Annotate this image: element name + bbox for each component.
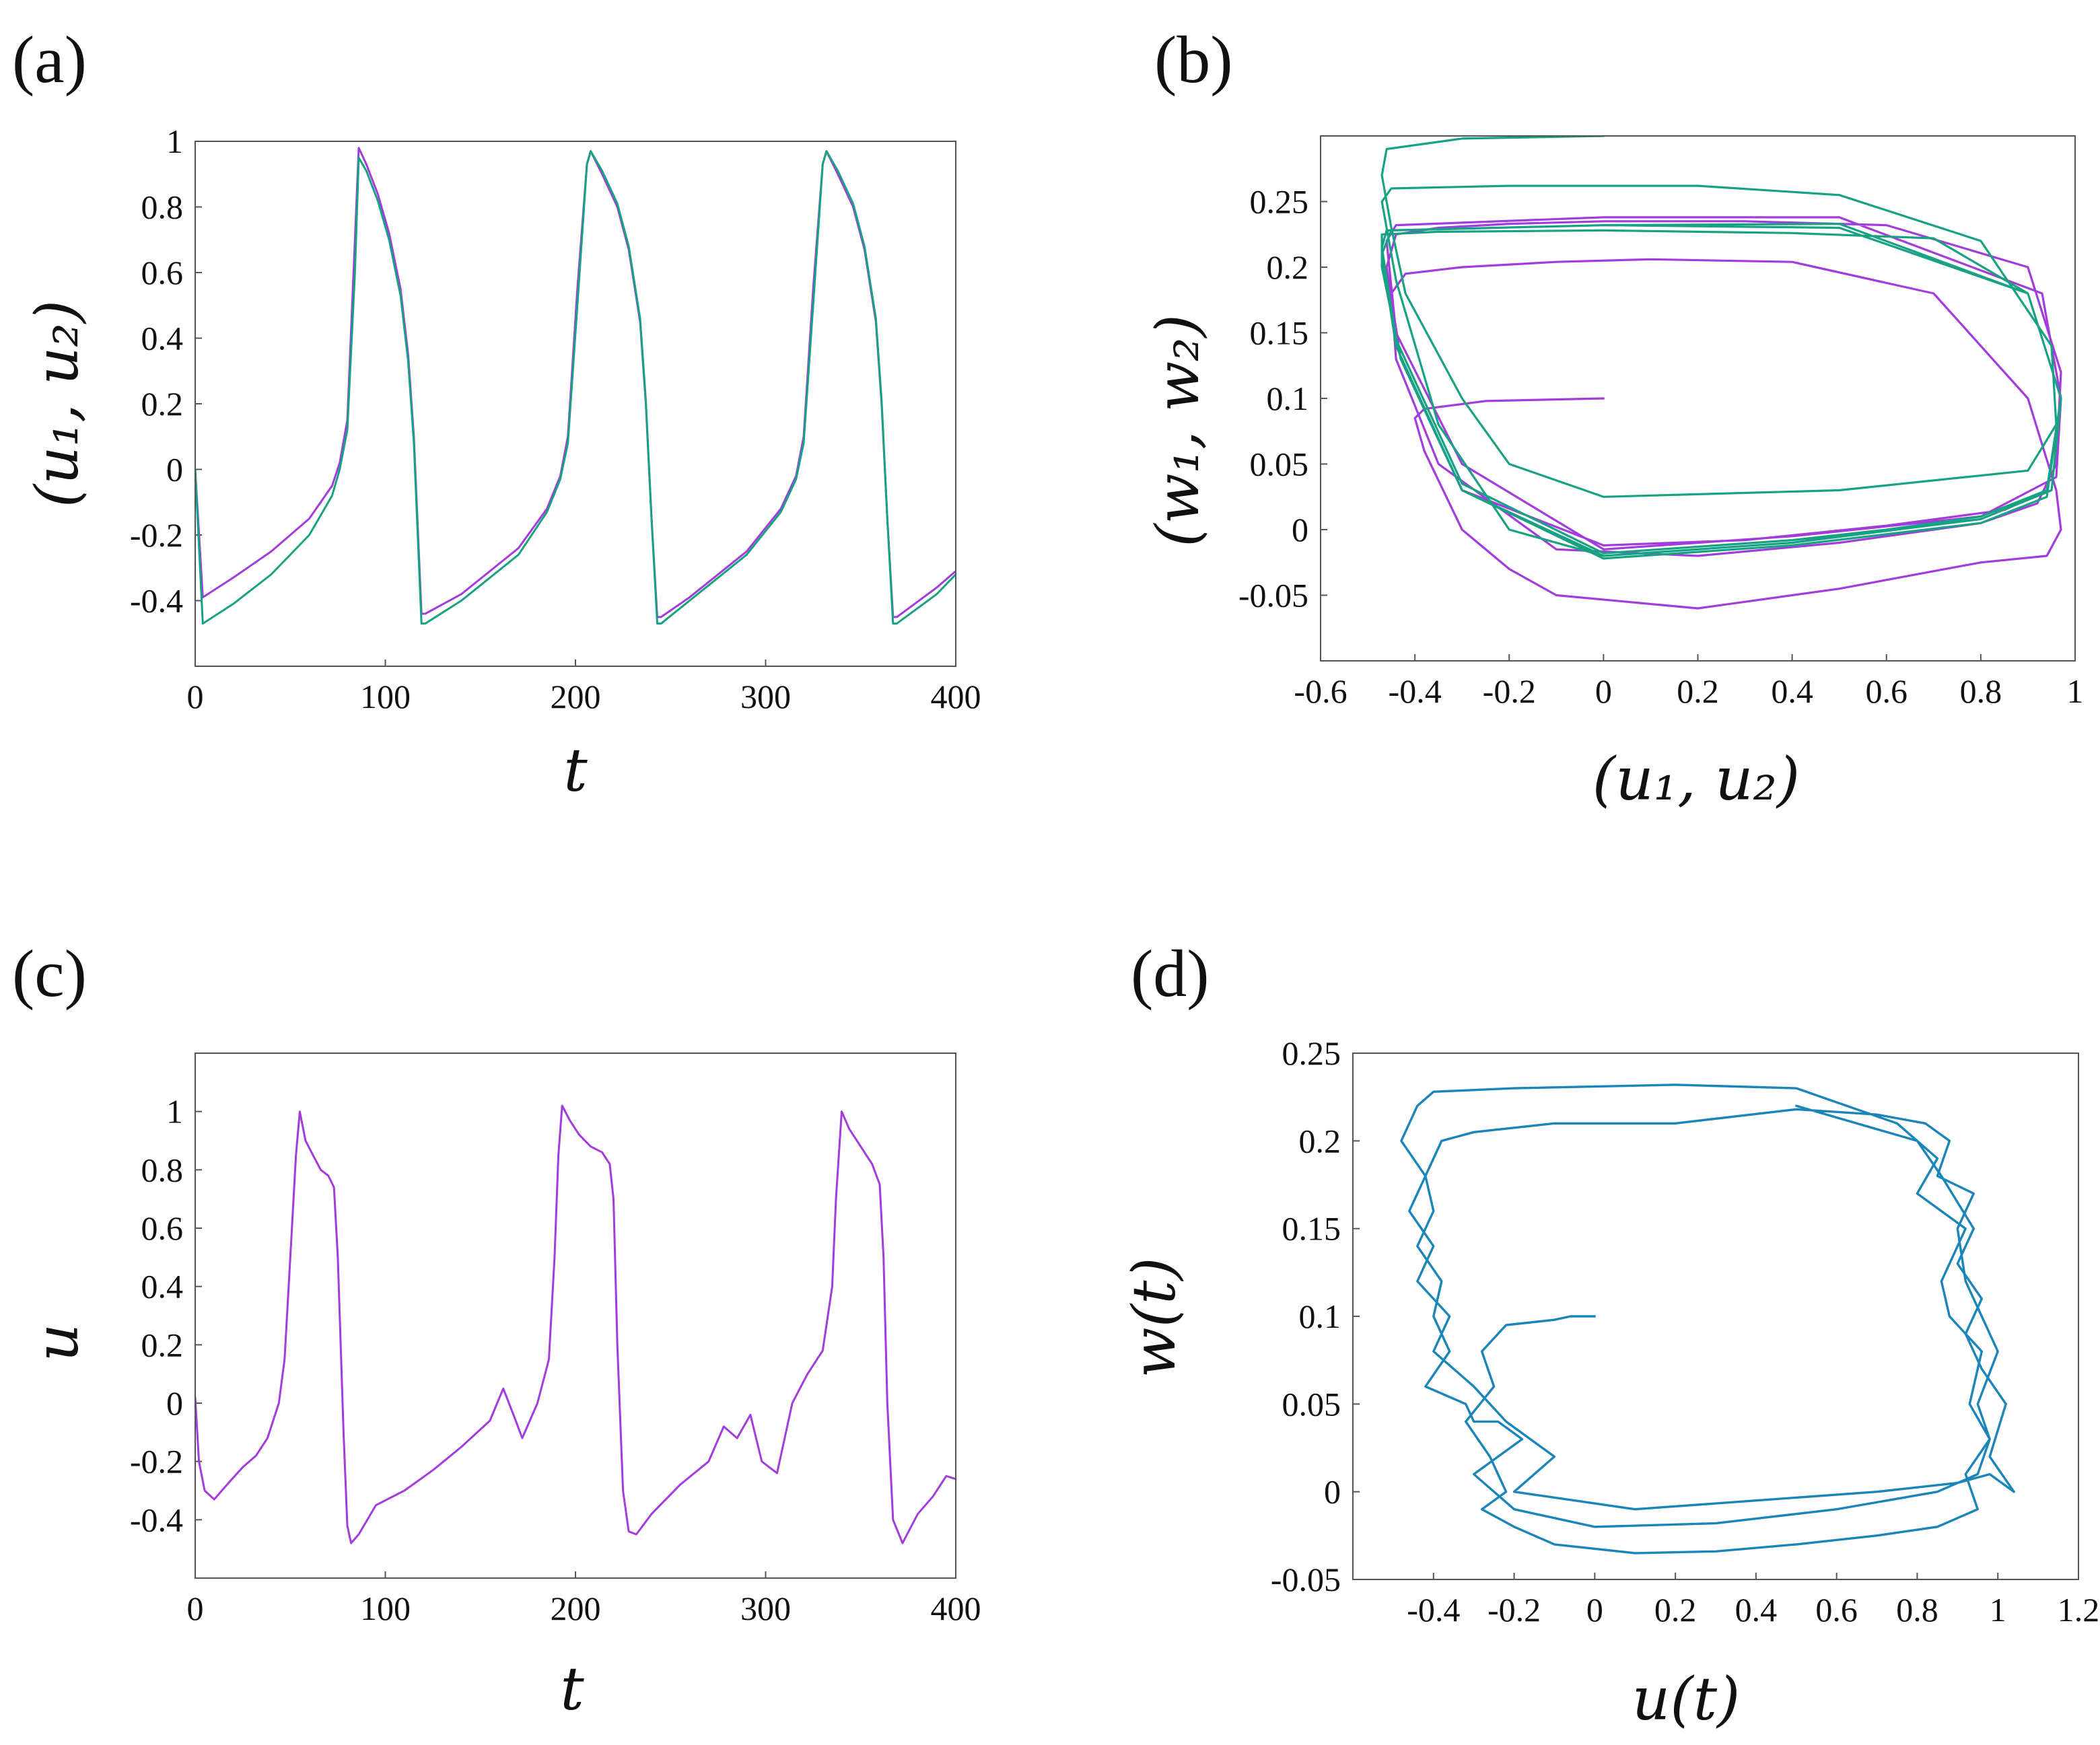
panel-c-frame (195, 1053, 956, 1579)
panel-a-xtick-label: 300 (740, 678, 791, 715)
panel-d-xtick-label: 0.8 (1896, 1591, 1938, 1629)
panel-d-xtick-label: 0.2 (1654, 1591, 1697, 1629)
panel-a: (a) t (u₁, u₂) 0 100 200 300 400 1 0.8 0.6 0.4 0.… (12, 22, 981, 805)
panel-b-ytick-label: 0.2 (1267, 248, 1309, 286)
panel-a-xtick-label: 100 (360, 678, 411, 715)
panel-c-xtick-label: 300 (740, 1590, 791, 1627)
panel-b-xlabel: (u₁, u₂) (1593, 744, 1800, 814)
panel-b-ylabel: (w₁, w₂) (1143, 314, 1212, 547)
panel-d-ytick-label: 0.05 (1282, 1385, 1341, 1423)
panel-b-ytick-label: 0.05 (1250, 446, 1309, 483)
panel-a-ytick-label: -0.2 (130, 516, 183, 554)
panel-a-ytick-label: -0.4 (130, 582, 183, 620)
panel-b-series-w1-vs-u1 (1385, 216, 2062, 610)
panel-b-ytick-label: 0.15 (1250, 314, 1309, 352)
panel-b-ytick-label: -0.05 (1238, 577, 1308, 614)
panel-c-ytick-label: -0.2 (130, 1443, 183, 1481)
panel-c-ytick-label: 0.8 (141, 1151, 184, 1188)
panel-c-ytick-label: 0.6 (141, 1209, 184, 1247)
panel-b-frame (1320, 135, 2076, 662)
panel-b-xtick-label: -0.6 (1294, 672, 1347, 710)
panel-a-xlabel: t (563, 736, 588, 805)
panel-c-xtick-label: 100 (360, 1590, 411, 1627)
panel-c-ytick-label: 0.2 (141, 1326, 184, 1363)
panel-d-series-w-vs-u (1400, 1083, 2015, 1555)
panel-a-xtick-label: 0 (187, 678, 204, 715)
panel-c-ytick-label: 1 (166, 1093, 183, 1131)
panel-d-ytick-label: -0.05 (1271, 1561, 1341, 1598)
panel-c-ytick-label: 0.4 (141, 1268, 184, 1306)
panel-b-xtick-label: -0.4 (1389, 672, 1442, 710)
panel-c-label: (c) (12, 936, 87, 1011)
panel-b-xtick-label: -0.2 (1483, 672, 1536, 710)
panel-c-xlabel: t (560, 1654, 584, 1723)
panel-d-ytick-label: 0.25 (1282, 1034, 1341, 1072)
panel-b-label: (b) (1154, 22, 1233, 97)
panel-c-ytick-label: -0.4 (130, 1501, 183, 1538)
panel-d-frame (1352, 1053, 2079, 1580)
panel-a-xtick-label: 400 (931, 678, 981, 715)
panel-a-label: (a) (12, 22, 87, 97)
panel-d-ylabel: w(t) (1119, 1257, 1189, 1378)
panel-d-xtick-label: 1 (1990, 1591, 2006, 1629)
panel-c-xtick-label: 0 (187, 1590, 204, 1627)
panel-d-ytick-label: 0.15 (1282, 1210, 1341, 1248)
panel-d: (d) u(t) w(t) -0.4 -0.2 0 0.2 0.4 0.6 0.8 1 1.2 0… (1119, 936, 2099, 1734)
panel-d-xtick-label: 1.2 (2058, 1591, 2100, 1629)
panel-c-series-u (196, 1104, 955, 1544)
panel-d-ytick-label: 0.1 (1299, 1297, 1341, 1335)
panel-d-xlabel: u(t) (1632, 1664, 1741, 1734)
panel-a-ytick-label: 0.2 (141, 385, 184, 423)
panel-d-xtick-label: 0 (1586, 1591, 1603, 1629)
panel-d-ytick-label: 0 (1324, 1473, 1341, 1511)
panel-b-xtick-label: 0.4 (1771, 672, 1813, 710)
panel-d-xtick-label: 0.6 (1815, 1591, 1858, 1629)
panel-c-xtick-label: 200 (551, 1590, 601, 1627)
panel-a-xtick-label: 200 (551, 678, 601, 715)
panel-a-ytick-label: 1 (166, 122, 183, 160)
panel-b-xtick-label: 0.8 (1960, 672, 2002, 710)
panel-a-ytick-label: 0.8 (141, 188, 184, 226)
panel-d-xtick-label: 0.4 (1735, 1591, 1778, 1629)
panel-c-xtick-label: 400 (931, 1590, 981, 1627)
panel-a-ytick-label: 0.6 (141, 254, 184, 291)
panel-b-xtick-label: 0.6 (1866, 672, 1908, 710)
panel-a-ytick-label: 0.4 (141, 320, 184, 357)
panel-b-xtick-label: 1 (2067, 672, 2084, 710)
panel-d-xtick-label: -0.2 (1488, 1591, 1541, 1629)
panel-d-label: (d) (1131, 936, 1210, 1011)
panel-b-xtick-label: 0.2 (1677, 672, 1719, 710)
panel-b: (b) (u₁, u₂) (w₁, w₂) -0.6 -0.4 -0.2 0 0.2 0.… (1143, 22, 2084, 814)
panel-a-frame (195, 141, 956, 667)
panel-b-ytick-label: 0 (1292, 511, 1308, 548)
panel-a-series-u1 (196, 147, 955, 618)
panel-d-xtick-label: -0.4 (1407, 1591, 1460, 1629)
panel-b-ytick-label: 0.25 (1250, 183, 1309, 221)
panel-c-ylabel: u (22, 1324, 92, 1362)
panel-a-ytick-label: 0 (166, 451, 183, 489)
panel-a-series-u2 (196, 150, 955, 625)
panel-b-xtick-label: 0 (1595, 672, 1612, 710)
panel-b-series-w2-vs-u2 (1380, 137, 2062, 560)
panel-c: (c) t u 0 100 200 300 400 1 0.8 0.6 0.4 0.2 0 -0.2 -… (12, 936, 981, 1723)
panel-a-ylabel: (u₁, u₂) (22, 300, 92, 508)
panel-b-ytick-label: 0.1 (1267, 380, 1309, 417)
panel-d-ytick-label: 0.2 (1299, 1122, 1341, 1160)
panel-c-ytick-label: 0 (166, 1384, 183, 1422)
